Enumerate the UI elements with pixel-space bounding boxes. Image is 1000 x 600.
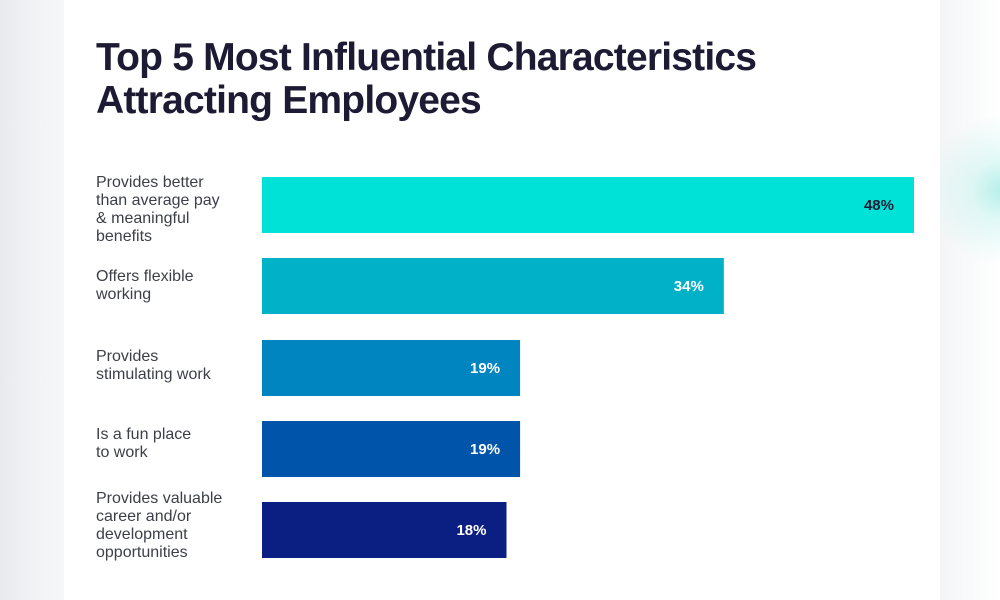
background-right (940, 0, 1000, 600)
category-label-flexible-working: Offers flexible working (96, 268, 194, 303)
value-label-stimulating-work: 19% (470, 360, 500, 377)
category-label-career-development: Provides valuable career and/or developm… (96, 490, 223, 561)
bar-fun-place (262, 421, 521, 477)
category-label-stimulating-work: Provides stimulating work (96, 348, 211, 383)
value-label-flexible-working: 34% (674, 278, 704, 295)
category-label-pay-benefits: Provides better than average pay & meani… (96, 174, 220, 245)
bar-career-development (262, 502, 507, 558)
bar-pay-benefits (262, 177, 914, 233)
bar-flexible-working (262, 258, 724, 314)
chart-title: Top 5 Most Influential Characteristics A… (96, 36, 757, 122)
value-label-pay-benefits: 48% (864, 197, 894, 214)
value-label-fun-place: 19% (470, 441, 500, 458)
background-left (0, 0, 64, 600)
category-label-fun-place: Is a fun place to work (96, 426, 192, 461)
value-label-career-development: 18% (456, 522, 486, 539)
bar-stimulating-work (262, 340, 521, 396)
